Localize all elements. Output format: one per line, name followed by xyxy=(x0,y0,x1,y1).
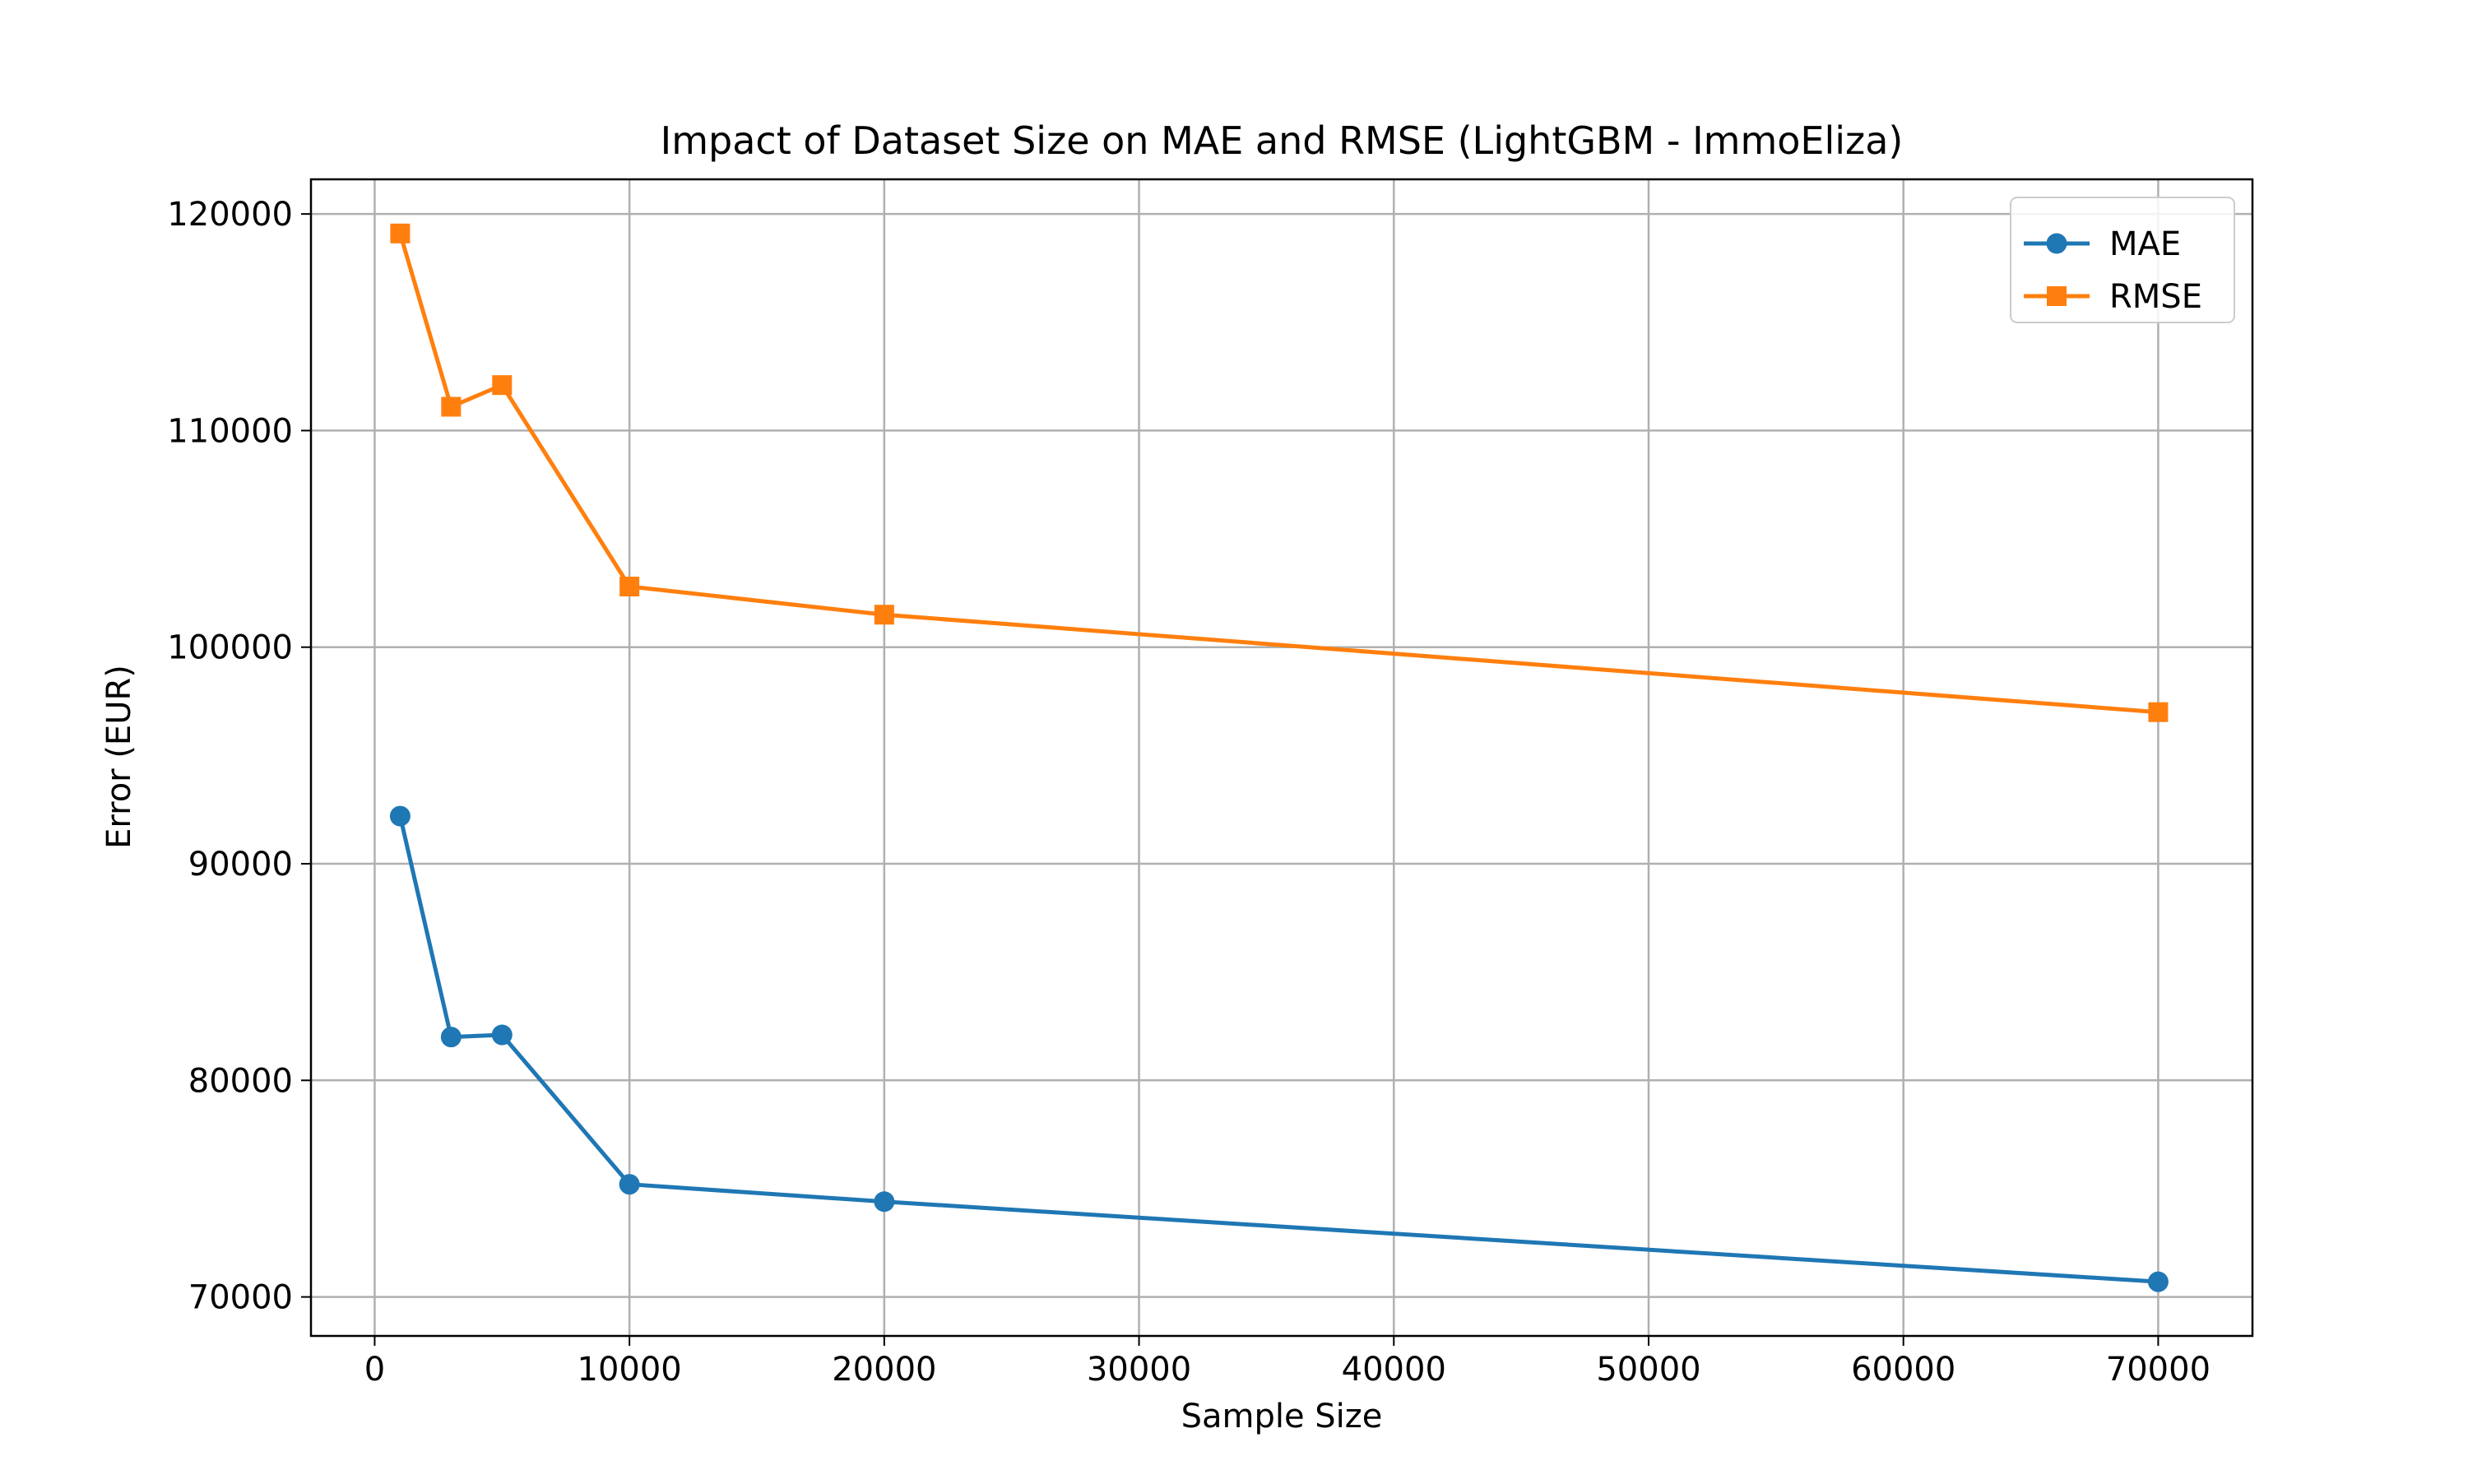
mae-point xyxy=(491,1024,513,1046)
rmse-point xyxy=(619,576,640,596)
chart-title: Impact of Dataset Size on MAE and RMSE (… xyxy=(661,118,1904,163)
axes: 0 10000 20000 30000 40000 50000 60000 70000 7000… xyxy=(167,178,2254,1389)
mae-point xyxy=(619,1174,640,1195)
mae-legend-label: MAE xyxy=(2109,225,2181,263)
x-axis-label: Sample Size xyxy=(1181,1398,1383,1435)
x-tick-label: 10000 xyxy=(578,1351,682,1389)
rmse-point xyxy=(441,397,462,417)
mae-line xyxy=(397,815,2159,1284)
x-tick-label: 20000 xyxy=(832,1351,936,1389)
mae-point xyxy=(440,1027,462,1048)
rmse-legend-marker xyxy=(2047,286,2067,306)
rmse-point xyxy=(2148,702,2169,722)
rmse-point xyxy=(492,375,513,396)
plot-frame xyxy=(309,178,2254,1338)
mae-legend-marker xyxy=(2046,233,2067,254)
gridlines xyxy=(311,179,2252,1336)
y-tick-label: 100000 xyxy=(167,629,293,667)
rmse-line xyxy=(398,233,2159,715)
legend: MAE RMSE xyxy=(2010,197,2235,323)
mae-point xyxy=(389,805,411,827)
x-tick-label: 70000 xyxy=(2106,1351,2211,1389)
x-tick-label: 50000 xyxy=(1596,1351,1700,1389)
mae-point xyxy=(874,1191,895,1213)
y-tick-label: 70000 xyxy=(188,1279,293,1317)
x-tick-label: 30000 xyxy=(1087,1351,1191,1389)
y-tick-label: 90000 xyxy=(188,846,293,883)
rmse-point xyxy=(874,605,894,625)
x-tick-label: 40000 xyxy=(1342,1351,1446,1389)
y-tick-label: 110000 xyxy=(167,412,293,450)
y-tick-label: 120000 xyxy=(167,196,293,234)
data-series xyxy=(389,223,2169,1292)
y-tick-label: 80000 xyxy=(188,1062,293,1100)
rmse-point xyxy=(390,223,411,243)
y-axis-label: Error (EUR) xyxy=(100,665,138,849)
mae-point xyxy=(2147,1271,2169,1292)
x-tick-label: 0 xyxy=(364,1351,385,1389)
x-tick-label: 60000 xyxy=(1851,1351,1955,1389)
rmse-legend-label: RMSE xyxy=(2109,278,2202,316)
